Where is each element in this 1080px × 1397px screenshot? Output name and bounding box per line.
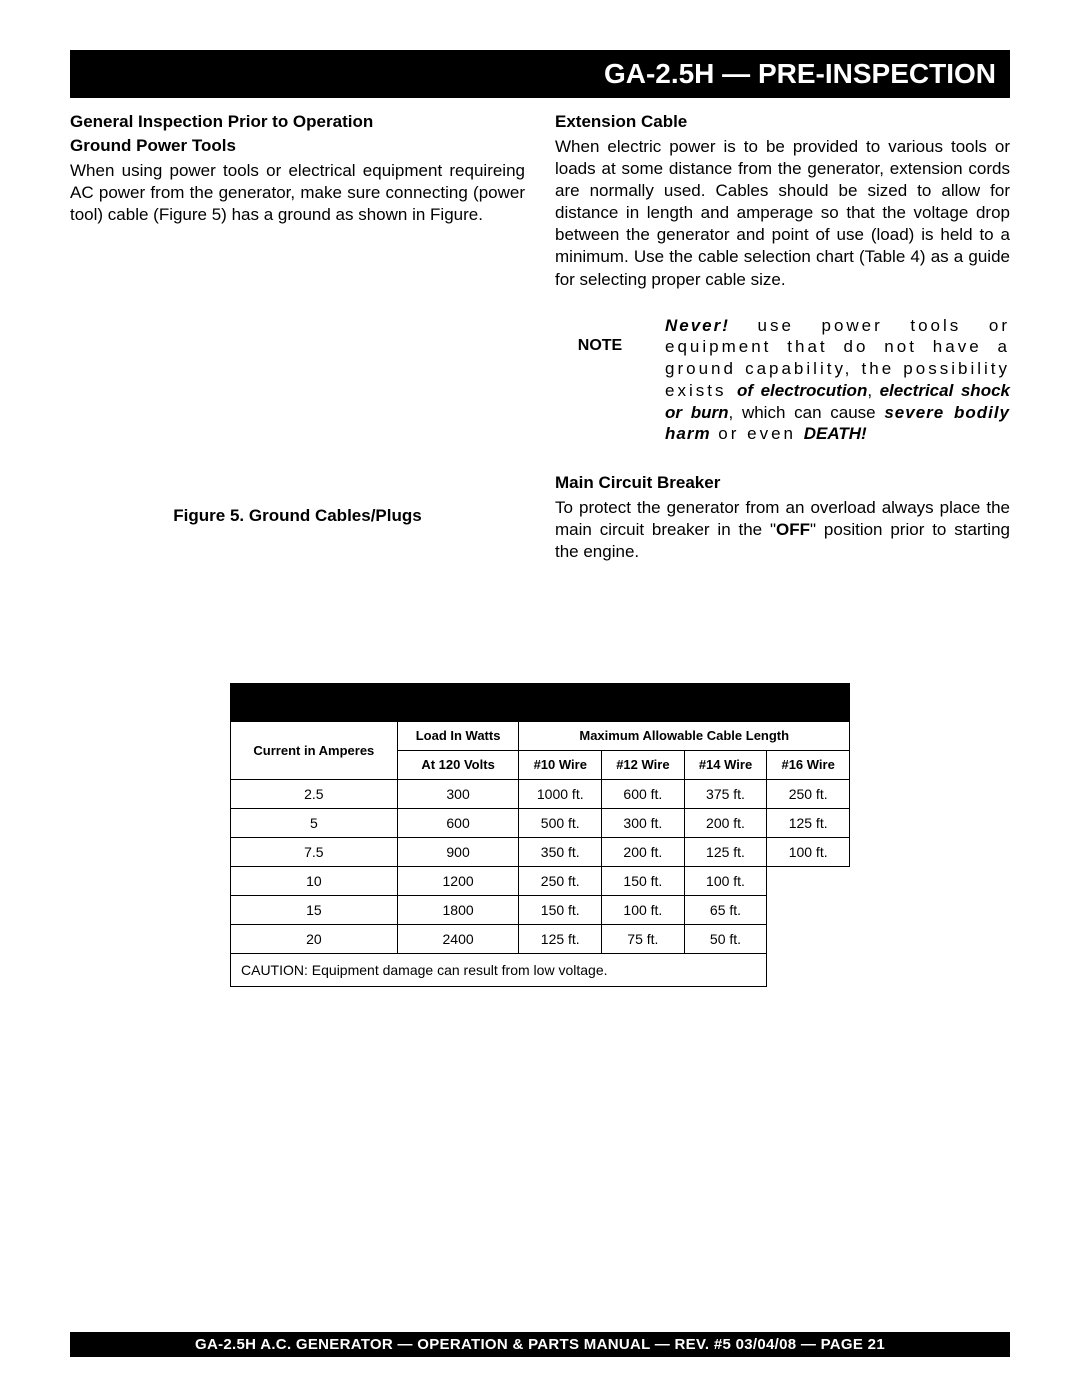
- th-at-120v: At 120 Volts: [397, 751, 519, 780]
- cell-watts: 1200: [397, 866, 519, 895]
- heading-main-circuit-breaker: Main Circuit Breaker: [555, 473, 1010, 493]
- cell-watts: 300: [397, 779, 519, 808]
- heading-extension-cable: Extension Cable: [555, 112, 1010, 132]
- page-footer-bar: GA-2.5H A.C. GENERATOR — OPERATION & PAR…: [70, 1332, 1010, 1357]
- page-header-bar: GA-2.5H — PRE-INSPECTION: [70, 50, 1010, 98]
- cell-w16-empty: [767, 866, 850, 895]
- note-label: NOTE: [555, 315, 645, 355]
- table-row: 5 600 500 ft. 300 ft. 200 ft. 125 ft.: [231, 808, 850, 837]
- cell-w16-empty: [767, 924, 850, 953]
- table-row: 2.5 300 1000 ft. 600 ft. 375 ft. 250 ft.: [231, 779, 850, 808]
- cell-w10: 350 ft.: [519, 837, 602, 866]
- cell-watts: 1800: [397, 895, 519, 924]
- cell-w10: 1000 ft.: [519, 779, 602, 808]
- cable-table-head: Current in Amperes Load In Watts Maximum…: [231, 722, 850, 779]
- cell-w16: 125 ft.: [767, 808, 850, 837]
- cell-amp: 5: [231, 808, 398, 837]
- footer-text: GA-2.5H A.C. GENERATOR — OPERATION & PAR…: [195, 1336, 885, 1353]
- cell-watts: 2400: [397, 924, 519, 953]
- th-wire-10: #10 Wire: [519, 751, 602, 780]
- cable-selection-table: Current in Amperes Load In Watts Maximum…: [230, 721, 850, 986]
- cell-w14: 125 ft.: [684, 837, 767, 866]
- cell-w10: 250 ft.: [519, 866, 602, 895]
- table-row: 7.5 900 350 ft. 200 ft. 125 ft. 100 ft.: [231, 837, 850, 866]
- th-wire-12: #12 Wire: [602, 751, 685, 780]
- cell-w14: 100 ft.: [684, 866, 767, 895]
- cell-w12: 200 ft.: [602, 837, 685, 866]
- note-block: NOTE Never! use power tools or equipment…: [555, 315, 1010, 446]
- cell-amp: 2.5: [231, 779, 398, 808]
- cell-caution: CAUTION: Equipment damage can result fro…: [231, 953, 767, 986]
- cell-w16-empty: [767, 895, 850, 924]
- cell-w14: 65 ft.: [684, 895, 767, 924]
- page-header-title: GA-2.5H — PRE-INSPECTION: [604, 58, 996, 89]
- cell-amp: 10: [231, 866, 398, 895]
- heading-general-inspection: General Inspection Prior to Operation: [70, 112, 525, 132]
- cell-w12: 75 ft.: [602, 924, 685, 953]
- th-load-watts: Load In Watts: [397, 722, 519, 751]
- extension-cable-paragraph: When electric power is to be provided to…: [555, 136, 1010, 291]
- note-seg3: or even: [711, 424, 804, 443]
- note-seg2: , which can cause: [729, 403, 885, 422]
- cell-w12: 100 ft.: [602, 895, 685, 924]
- cell-amp: 15: [231, 895, 398, 924]
- cell-empty: [767, 953, 850, 986]
- cell-w12: 150 ft.: [602, 866, 685, 895]
- cell-w16: 100 ft.: [767, 837, 850, 866]
- note-comma: ,: [867, 381, 879, 400]
- cell-amp: 7.5: [231, 837, 398, 866]
- th-current: Current in Amperes: [231, 722, 398, 779]
- content-columns: General Inspection Prior to Operation Gr…: [70, 112, 1010, 563]
- figure-5-caption: Figure 5. Ground Cables/Plugs: [70, 506, 525, 526]
- cable-table-wrapper: Current in Amperes Load In Watts Maximum…: [230, 683, 850, 986]
- th-wire-14: #14 Wire: [684, 751, 767, 780]
- ground-power-tools-paragraph: When using power tools or electrical equ…: [70, 160, 525, 226]
- note-body: Never! use power tools or equipment that…: [665, 315, 1010, 446]
- cell-w10: 150 ft.: [519, 895, 602, 924]
- cell-w10: 500 ft.: [519, 808, 602, 837]
- cell-amp: 20: [231, 924, 398, 953]
- th-max-length: Maximum Allowable Cable Length: [519, 722, 850, 751]
- table-row: 20 2400 125 ft. 75 ft. 50 ft.: [231, 924, 850, 953]
- cell-w14: 375 ft.: [684, 779, 767, 808]
- cell-watts: 900: [397, 837, 519, 866]
- note-death: DEATH!: [804, 424, 867, 443]
- mcb-off: OFF: [776, 520, 810, 539]
- cell-w10: 125 ft.: [519, 924, 602, 953]
- th-wire-16: #16 Wire: [767, 751, 850, 780]
- table-row: 15 1800 150 ft. 100 ft. 65 ft.: [231, 895, 850, 924]
- heading-ground-power-tools: Ground Power Tools: [70, 136, 525, 156]
- note-electrocution: of electrocution: [737, 381, 867, 400]
- cell-watts: 600: [397, 808, 519, 837]
- cable-table-title-bar: [230, 683, 850, 721]
- right-column: Extension Cable When electric power is t…: [555, 112, 1010, 563]
- left-column: General Inspection Prior to Operation Gr…: [70, 112, 525, 563]
- cell-w16: 250 ft.: [767, 779, 850, 808]
- cell-w12: 300 ft.: [602, 808, 685, 837]
- cable-table-body: 2.5 300 1000 ft. 600 ft. 375 ft. 250 ft.…: [231, 779, 850, 986]
- cell-w14: 200 ft.: [684, 808, 767, 837]
- cell-w14: 50 ft.: [684, 924, 767, 953]
- cell-w12: 600 ft.: [602, 779, 685, 808]
- note-never: Never!: [665, 316, 730, 335]
- table-row: 10 1200 250 ft. 150 ft. 100 ft.: [231, 866, 850, 895]
- main-circuit-breaker-paragraph: To protect the generator from an overloa…: [555, 497, 1010, 563]
- table-caution-row: CAUTION: Equipment damage can result fro…: [231, 953, 850, 986]
